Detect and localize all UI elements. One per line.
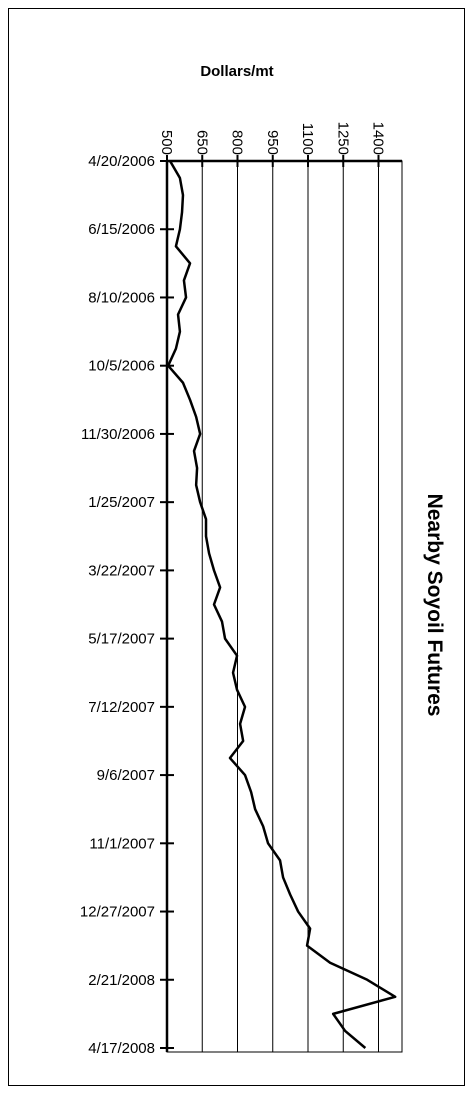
- y-tick-label: 8/10/2006: [88, 289, 155, 306]
- x-tick-label: 1250: [334, 122, 351, 155]
- x-tick-label: 1100: [299, 123, 316, 155]
- y-tick-label: 2/21/2008: [88, 972, 155, 989]
- x-tick-label: 800: [229, 130, 246, 155]
- y-tick-label: 10/5/2006: [88, 358, 155, 375]
- y-tick-label: 4/17/2008: [88, 1040, 155, 1057]
- x-tick-label: 650: [193, 130, 210, 155]
- y-tick-label: 11/30/2006: [81, 426, 155, 443]
- y-tick-label: 9/6/2007: [97, 767, 155, 784]
- x-tick-label: 1400: [370, 122, 387, 155]
- chart-title: Nearby Soyoil Futures: [423, 494, 446, 717]
- y-tick-label: 3/22/2007: [88, 562, 155, 579]
- x-tick-label: 950: [264, 130, 281, 155]
- y-tick-label: 12/27/2007: [80, 904, 155, 921]
- y-tick-label: 6/15/2006: [88, 221, 155, 238]
- value-axis-label: Dollars/mt: [200, 63, 273, 80]
- data-line: [166, 160, 397, 1049]
- y-tick-label: 1/25/2007: [88, 494, 155, 511]
- chart-border: [8, 8, 465, 1086]
- y-tick-label: 4/20/2006: [88, 153, 155, 170]
- y-tick-label: 5/17/2007: [88, 631, 155, 648]
- x-tick-label: 500: [158, 130, 175, 155]
- y-tick-label: 7/12/2007: [88, 699, 155, 716]
- y-tick-label: 11/1/2007: [89, 835, 155, 852]
